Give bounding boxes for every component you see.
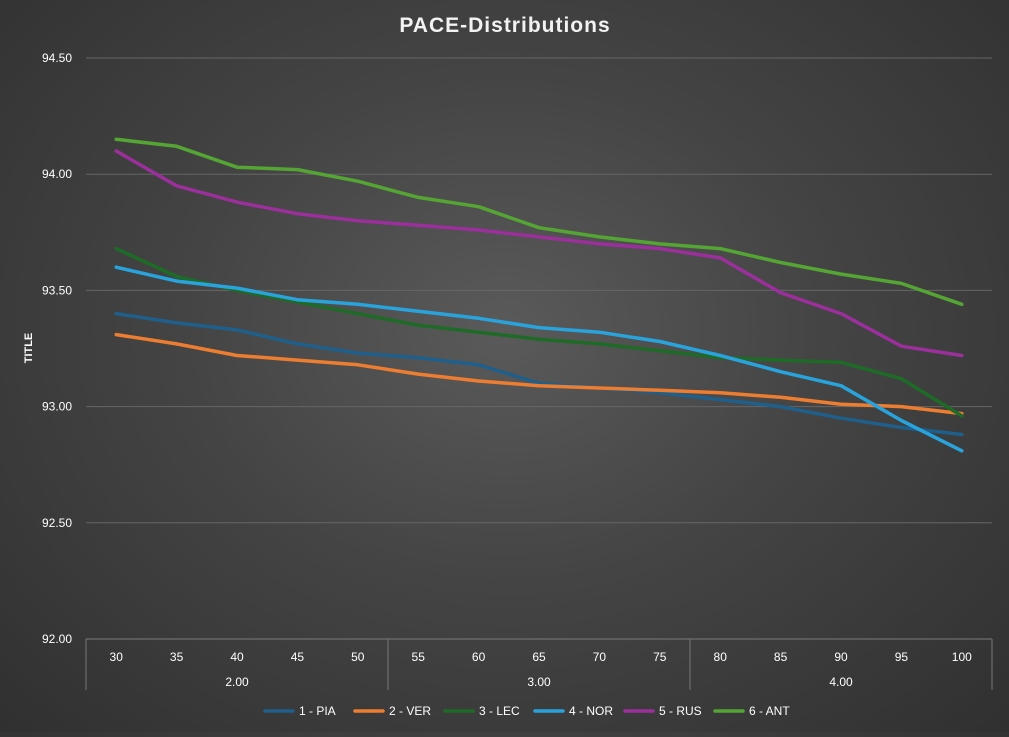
axis-layer: 92.00 92.50 93.00 93.50 94.00 94.50 30 35 40 45 50… [42, 51, 993, 690]
legend: 1 - PIA 2 - VER 3 - LEC 4 - NOR 5 - RUS 6 - A… [263, 704, 790, 718]
x-tick-label: 85 [774, 650, 788, 664]
series-line [114, 311, 964, 437]
y-tick-label: 94.00 [42, 167, 72, 181]
x-tick-label: 35 [170, 650, 184, 664]
series-line [114, 137, 964, 307]
x-tick-label: 100 [952, 650, 972, 664]
legend-label: 5 - RUS [659, 704, 702, 718]
y-tick-label: 92.50 [42, 516, 72, 530]
group-label: 4.00 [829, 675, 853, 689]
legend-label: 3 - LEC [479, 704, 520, 718]
y-tick-label: 92.00 [42, 632, 72, 646]
y-tick-label: 93.00 [42, 400, 72, 414]
x-tick-label: 95 [895, 650, 909, 664]
series-line [114, 332, 964, 416]
group-label: 3.00 [527, 675, 551, 689]
y-tick-label: 93.50 [42, 283, 72, 297]
group-label: 2.00 [225, 675, 249, 689]
x-tick-label: 45 [291, 650, 305, 664]
series-line [114, 149, 964, 358]
x-tick-label: 50 [351, 650, 365, 664]
grid-layer [86, 57, 992, 640]
x-tick-label: 55 [412, 650, 426, 664]
series-line [114, 265, 964, 453]
series-layer [114, 137, 964, 453]
y-axis-label: TITLE [23, 333, 35, 364]
legend-label: 1 - PIA [299, 704, 336, 718]
legend-label: 6 - ANT [749, 704, 790, 718]
x-tick-label: 90 [834, 650, 848, 664]
x-tick-label: 65 [532, 650, 546, 664]
x-tick-label: 80 [714, 650, 728, 664]
chart-title: PACE-Distributions [399, 14, 610, 37]
x-tick-label: 60 [472, 650, 486, 664]
legend-label: 2 - VER [389, 704, 431, 718]
x-tick-label: 75 [653, 650, 667, 664]
x-tick-label: 40 [230, 650, 244, 664]
series-line [114, 246, 964, 418]
x-tick-label: 30 [110, 650, 124, 664]
y-tick-label: 94.50 [42, 51, 72, 65]
x-tick-label: 70 [593, 650, 607, 664]
legend-label: 4 - NOR [569, 704, 613, 718]
